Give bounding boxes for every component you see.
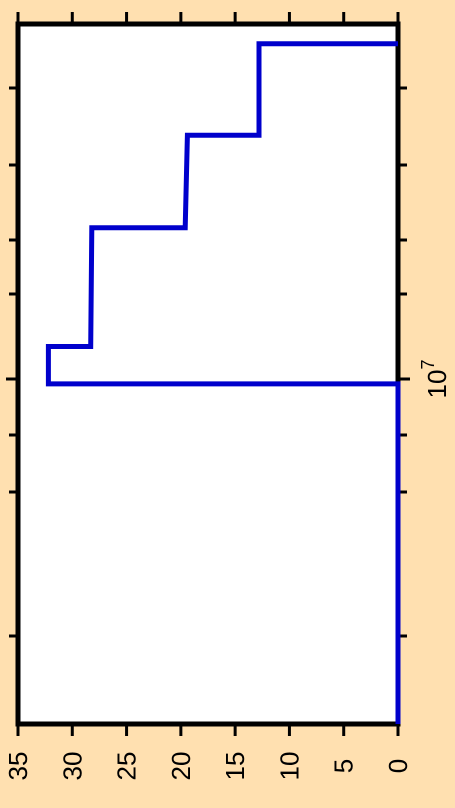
y-tick-labels: 0 5 10 15 20 25 30 35 <box>3 752 413 781</box>
x-tick-label-exponent: 7 <box>418 360 438 370</box>
y-tick-label: 5 <box>329 759 359 773</box>
y-tick-label: 35 <box>3 752 33 781</box>
y-tick-label: 10 <box>274 752 304 781</box>
y-tick-label: 25 <box>112 752 142 781</box>
y-tick-label: 20 <box>166 752 196 781</box>
y-tick-label: 0 <box>383 759 413 773</box>
plot-area <box>15 21 401 727</box>
y-tick-label: 15 <box>220 752 250 781</box>
axis-ticks <box>6 12 410 736</box>
x-tick-label-10e7: 107 <box>418 360 452 399</box>
y-tick-label: 30 <box>57 752 87 781</box>
series-line <box>45 41 401 724</box>
x-tick-label-base: 10 <box>422 370 452 399</box>
